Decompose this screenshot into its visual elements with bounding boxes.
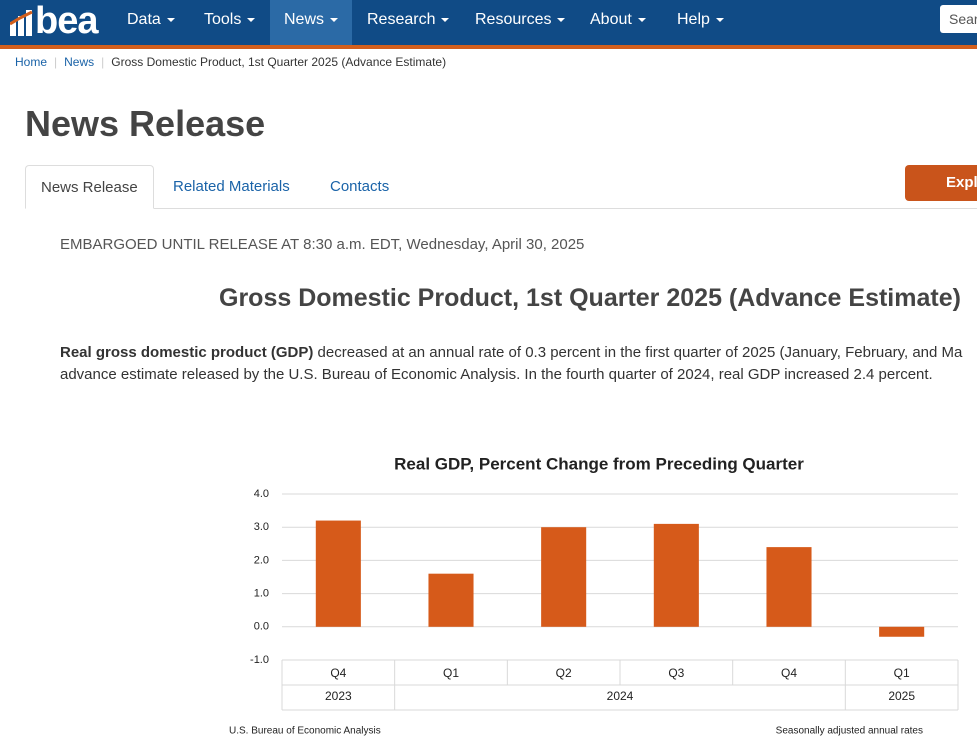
y-tick-label: 0.0 xyxy=(254,621,269,633)
nav-item[interactable]: Resources xyxy=(461,0,579,45)
search-input[interactable]: Search xyxy=(940,5,977,33)
tab[interactable]: Related Materials xyxy=(173,178,290,195)
lead-bold: Real gross domestic product (GDP) xyxy=(60,344,314,361)
separator: | xyxy=(101,55,105,69)
bar xyxy=(428,573,474,627)
y-tick-label: -1.0 xyxy=(250,654,269,666)
logo-icon xyxy=(9,9,33,36)
x-group-label: 2023 xyxy=(325,689,352,703)
breadcrumb: Home | News | Gross Domestic Product, 1st Qu… xyxy=(15,55,446,69)
x-tick-label: Q4 xyxy=(330,666,346,680)
y-tick-label: 1.0 xyxy=(254,588,269,600)
bar xyxy=(541,527,587,627)
navbar: bea Data Tools News Research Resources A… xyxy=(0,0,977,49)
nav-item[interactable]: Tools xyxy=(190,0,269,45)
lead-paragraph: Real gross domestic product (GDP) decrea… xyxy=(60,342,962,386)
tab[interactable]: News Release xyxy=(25,165,154,209)
separator: | xyxy=(54,55,58,69)
nav-item[interactable]: Data xyxy=(113,0,189,45)
explore-button[interactable]: Explore xyxy=(905,165,977,201)
breadcrumb-link[interactable]: News xyxy=(64,55,95,69)
chart-source: U.S. Bureau of Economic Analysis xyxy=(229,726,381,737)
lead-text: decreased at an annual rate of 0.3 perce… xyxy=(313,344,963,361)
lead-text: advance estimate released by the U.S. Bu… xyxy=(60,366,933,383)
nav-item[interactable]: News xyxy=(270,0,352,45)
x-tick-label: Q1 xyxy=(443,666,459,680)
nav-item[interactable]: Research xyxy=(353,0,463,45)
bar xyxy=(315,520,361,627)
breadcrumb-link[interactable]: Home xyxy=(15,55,48,69)
x-tick-label: Q1 xyxy=(894,666,910,680)
logo[interactable]: bea xyxy=(9,0,98,45)
chart-note: Seasonally adjusted annual rates xyxy=(776,726,923,737)
tab[interactable]: Contacts xyxy=(330,178,390,195)
chart: Real GDP, Percent Change from Preceding … xyxy=(229,454,959,737)
x-group-label: 2025 xyxy=(888,689,915,703)
x-group-label: 2024 xyxy=(607,689,634,703)
release-title: Gross Domestic Product, 1st Quarter 2025… xyxy=(219,284,961,312)
x-tick-label: Q3 xyxy=(668,666,684,680)
logo-text[interactable]: bea xyxy=(35,0,98,42)
y-tick-label: 4.0 xyxy=(254,488,269,500)
x-tick-label: Q4 xyxy=(781,666,797,680)
y-tick-label: 2.0 xyxy=(254,554,269,566)
chart-title: Real GDP, Percent Change from Preceding … xyxy=(394,454,804,473)
tabs: News Release Related Materials Contacts xyxy=(25,165,977,209)
nav-item[interactable]: Help xyxy=(663,0,738,45)
embargo-notice: EMBARGOED UNTIL RELEASE AT 8:30 a.m. EDT… xyxy=(60,236,585,253)
y-tick-label: 3.0 xyxy=(254,521,269,533)
x-tick-label: Q2 xyxy=(556,666,572,680)
page-heading: News Release xyxy=(25,103,266,144)
breadcrumb-current: Gross Domestic Product, 1st Quarter 2025… xyxy=(111,55,447,69)
nav-item[interactable]: About xyxy=(576,0,660,45)
bar xyxy=(766,547,812,627)
bar xyxy=(879,626,925,637)
bar xyxy=(653,523,699,627)
